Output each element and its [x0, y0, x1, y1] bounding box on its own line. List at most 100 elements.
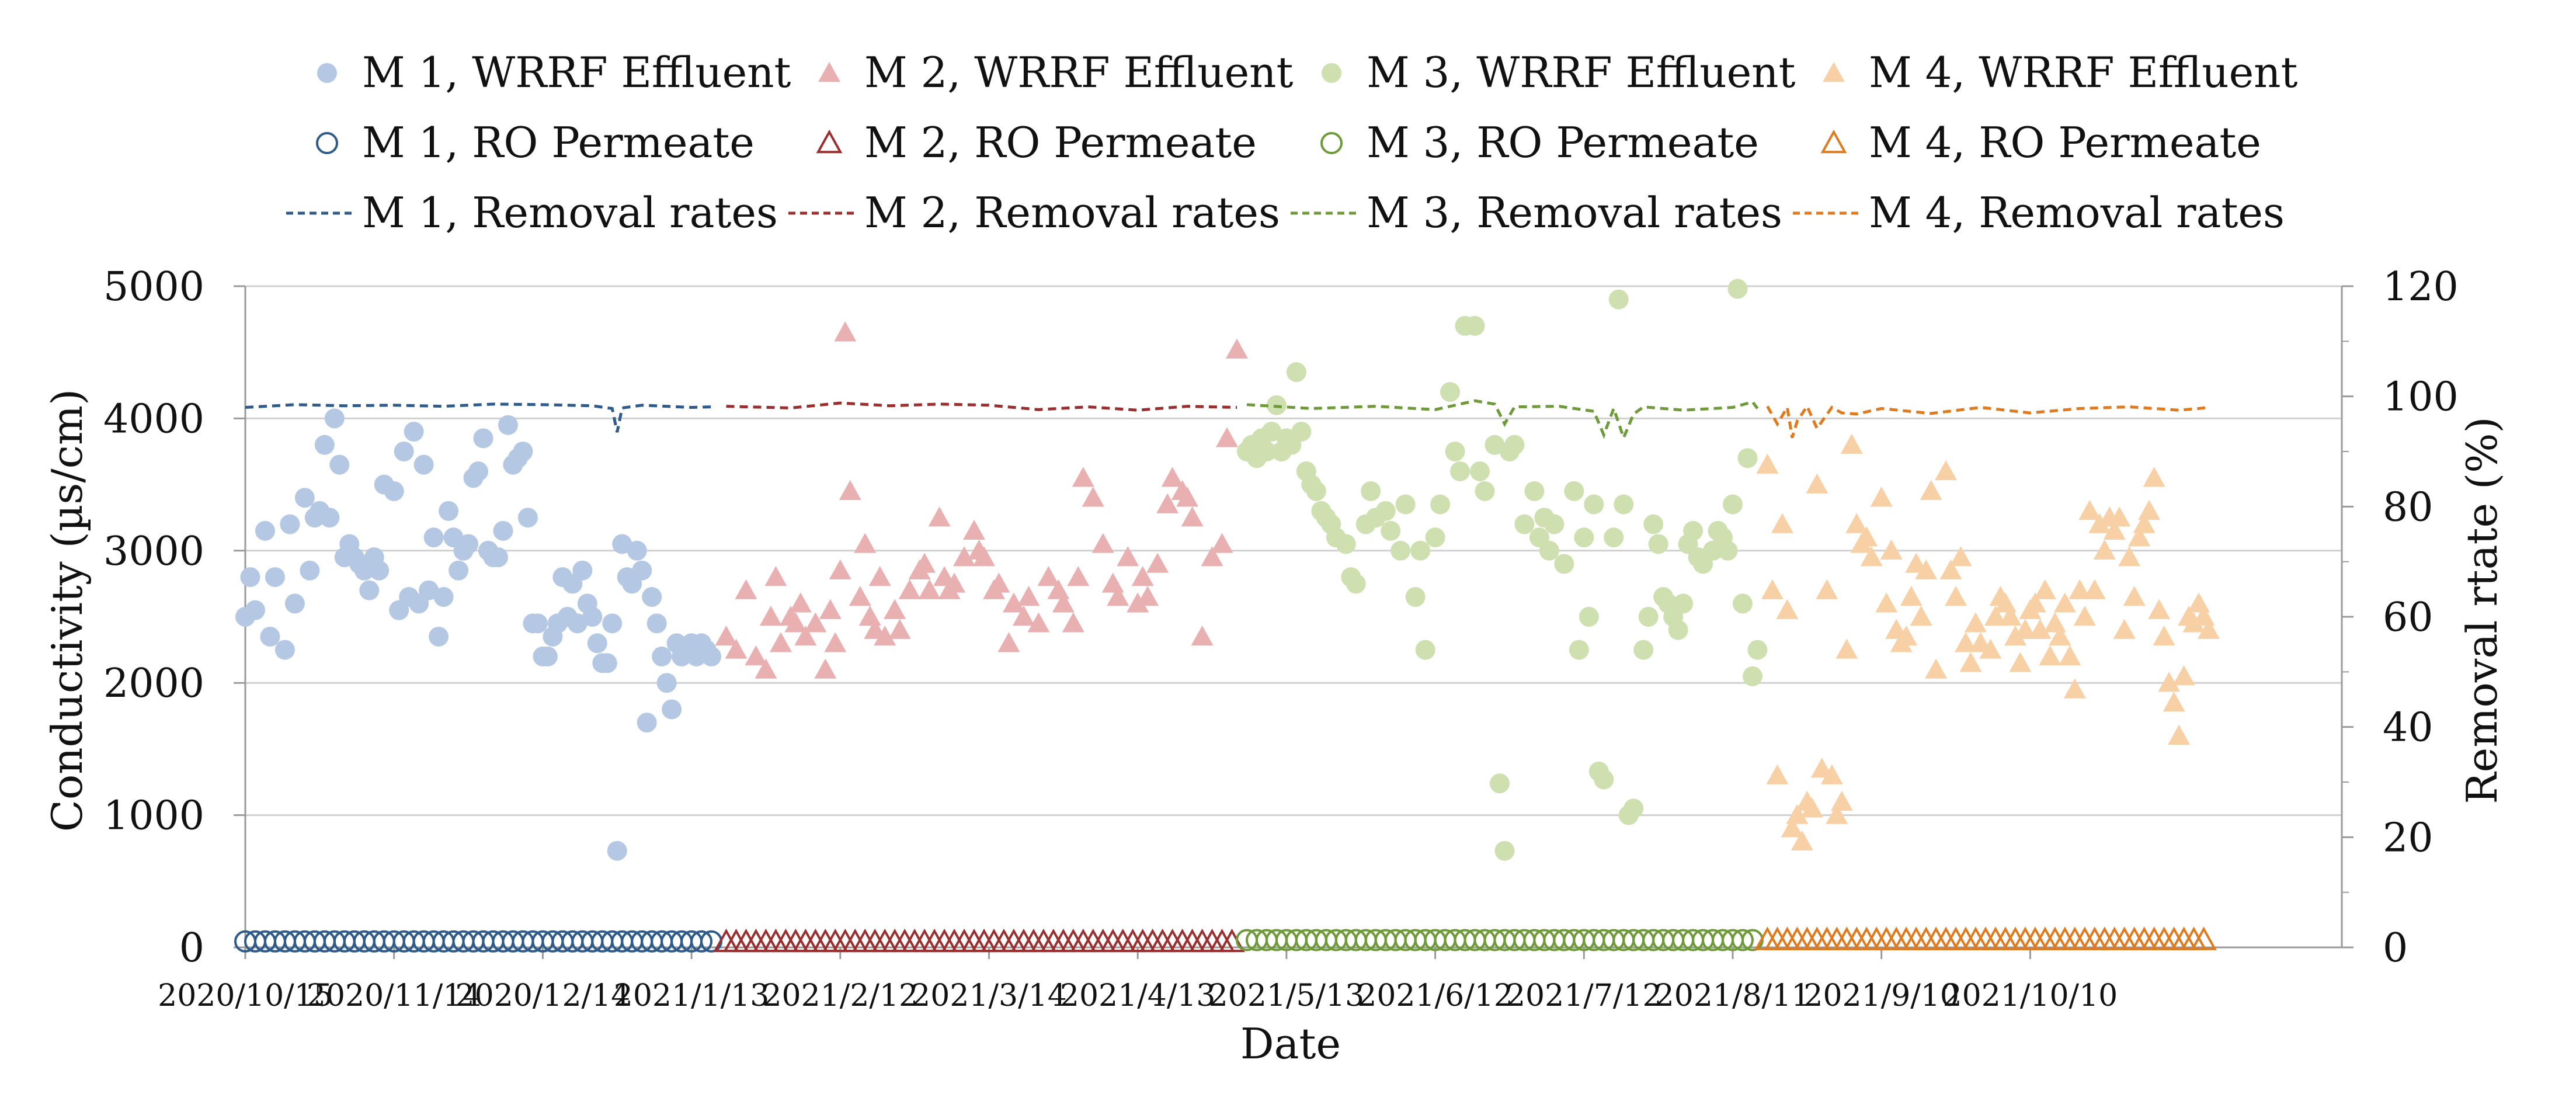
- data-point: [963, 519, 986, 540]
- data-point: [2043, 612, 2066, 633]
- data-point: [1723, 494, 1743, 515]
- data-point: [701, 646, 722, 666]
- data-point: [928, 506, 951, 527]
- data-point: [1127, 592, 1149, 613]
- data-point: [1201, 546, 1223, 567]
- data-point: [1181, 506, 1204, 527]
- x-tick-label: 2021/5/13: [1209, 978, 1365, 1013]
- data-point: [1395, 494, 1416, 515]
- data-point: [1514, 514, 1535, 534]
- data-point: [1425, 527, 1445, 548]
- data-point: [1880, 539, 1903, 560]
- legend-item: M 4, RO Permeate: [1820, 118, 2261, 167]
- data-point: [2143, 467, 2165, 487]
- data-point: [423, 527, 444, 548]
- data-point: [369, 560, 390, 581]
- series-m-3-removal-rates: [1246, 399, 1759, 442]
- data-point: [632, 560, 652, 581]
- data-point: [1965, 612, 1987, 633]
- data-point: [715, 625, 738, 646]
- series-m-2-ro-permeate: [713, 928, 1245, 953]
- data-point: [419, 580, 439, 600]
- data-point: [1835, 638, 1858, 659]
- data-point: [1470, 461, 1490, 481]
- data-point: [1761, 579, 1784, 599]
- data-point: [458, 534, 479, 554]
- data-point: [2113, 619, 2136, 639]
- data-point: [1381, 520, 1401, 541]
- legend-item: M 3, RO Permeate: [1320, 118, 1759, 167]
- series-m-3-ro-permeate: [1235, 929, 1764, 951]
- data-point: [814, 658, 837, 679]
- data-point: [1731, 929, 1754, 951]
- data-point: [2103, 519, 2126, 540]
- data-point: [2033, 579, 2056, 599]
- data-point: [384, 481, 404, 501]
- data-point: [1430, 494, 1451, 515]
- data-point: [429, 626, 449, 647]
- series-m-4-wrrf-effluent: [1756, 433, 2220, 851]
- legend-label: M 1, Removal rates: [362, 188, 778, 237]
- data-point: [537, 646, 558, 666]
- data-point: [1594, 769, 1614, 790]
- data-point: [1082, 487, 1104, 507]
- data-point: [1002, 592, 1025, 613]
- data-point: [997, 632, 1020, 652]
- data-point: [854, 533, 877, 553]
- data-point: [1440, 382, 1461, 402]
- data-point: [1608, 289, 1629, 310]
- data-point: [1410, 540, 1431, 561]
- data-point: [1261, 422, 1282, 442]
- data-point: [1900, 586, 1923, 606]
- data-point: [1375, 501, 1396, 521]
- data-point: [284, 593, 305, 614]
- data-point: [918, 579, 941, 599]
- tick-labels: 0 1000 2000 3000 4000 5000 0 20 40 60 80 100 120 2020…: [103, 264, 2459, 1013]
- data-point: [1539, 540, 1559, 561]
- data-point: [898, 579, 921, 599]
- x-tick-label: 2021/8/11: [1655, 978, 1811, 1013]
- data-point: [1984, 606, 2007, 626]
- data-point: [2063, 678, 2086, 699]
- data-point: [769, 632, 792, 652]
- data-point: [1544, 514, 1565, 534]
- data-point: [789, 592, 812, 613]
- data-point: [1494, 840, 1515, 861]
- legend-label: M 4, WRRF Effluent: [1869, 48, 2298, 97]
- data-point: [1786, 804, 1809, 824]
- data-point: [1564, 481, 1584, 501]
- data-point: [612, 534, 632, 554]
- legend-item: M 4, WRRF Effluent: [1823, 48, 2298, 97]
- data-point: [2191, 926, 2217, 950]
- data-point: [1216, 427, 1239, 447]
- data-point: [1465, 315, 1485, 336]
- data-point: [1574, 527, 1594, 548]
- data-point: [2073, 606, 2096, 626]
- data-point: [2088, 513, 2111, 533]
- data-point: [488, 547, 508, 568]
- legend-swatch: [316, 132, 338, 154]
- x-tick-label: 2021/6/12: [1357, 978, 1513, 1013]
- data-point: [498, 415, 518, 435]
- legend-swatch: [317, 63, 337, 83]
- data-point: [404, 422, 424, 442]
- x-tick-label: 2021/2/12: [762, 978, 918, 1013]
- data-point: [1052, 592, 1075, 613]
- data-point: [513, 442, 533, 461]
- y2-axis-title: Removal rtate (%): [2457, 416, 2507, 804]
- plot-area: [234, 279, 2220, 953]
- data-point: [725, 638, 748, 659]
- data-point: [394, 442, 414, 461]
- legend-swatch: [816, 129, 843, 154]
- data-point: [2059, 645, 2081, 666]
- data-point: [413, 454, 434, 475]
- data-point: [1718, 540, 1738, 561]
- y2-tick-label: 60: [2383, 595, 2434, 641]
- series-m-1-ro-permeate: [234, 930, 723, 953]
- data-point: [1117, 546, 1139, 567]
- data-point: [690, 930, 713, 953]
- data-point: [953, 546, 976, 567]
- data-point: [2172, 665, 2195, 686]
- data-point: [1737, 448, 1758, 468]
